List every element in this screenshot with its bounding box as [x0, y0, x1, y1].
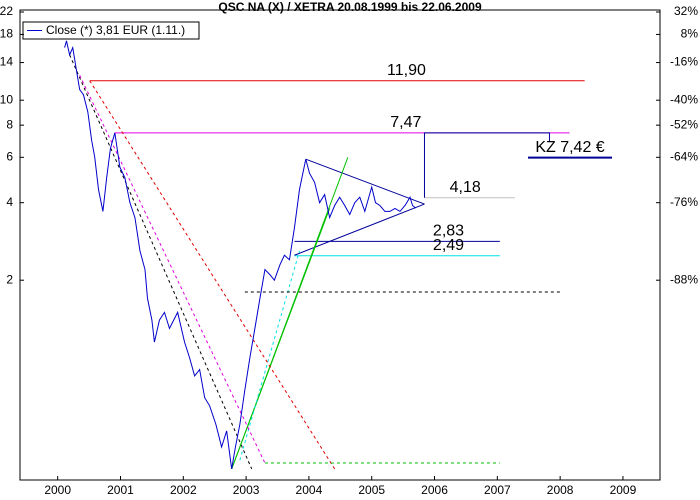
y2-tick-label: -40%	[670, 92, 698, 106]
trend-line	[305, 158, 425, 205]
y2-tick-label: 32%	[674, 4, 698, 18]
legend-label: Close (*) 3,81 EUR (1.11.)	[46, 23, 185, 37]
x-tick-label: 2001	[107, 483, 134, 497]
y-tick-label: 2	[6, 272, 13, 286]
price-line	[64, 40, 417, 470]
x-tick-label: 2000	[44, 483, 71, 497]
level-label: 11,90	[387, 62, 426, 79]
x-tick-label: 2009	[610, 483, 637, 497]
x-tick-label: 2008	[547, 483, 574, 497]
x-tick-label: 2006	[421, 483, 448, 497]
y-tick-label: 6	[6, 149, 13, 163]
y-tick-label: 14	[0, 55, 13, 69]
y-tick-label: 22	[0, 4, 13, 18]
kz-label: KZ 7,42 €	[535, 139, 604, 156]
x-tick-label: 2003	[233, 483, 260, 497]
level-label: 2,83	[433, 223, 464, 240]
level-label: 4,18	[450, 179, 481, 196]
y2-tick-label: 8%	[681, 27, 699, 41]
x-tick-label: 2007	[484, 483, 511, 497]
chart-title: QSC NA (X) / XETRA 20.08.1999 bis 22.06.…	[218, 0, 482, 14]
y-tick-label: 8	[6, 117, 13, 131]
legend-box	[22, 21, 200, 40]
x-tick-label: 2002	[170, 483, 197, 497]
y-tick-label: 4	[6, 195, 13, 209]
y-tick-label: 10	[0, 92, 13, 106]
x-tick-label: 2004	[296, 483, 323, 497]
level-label: 7,47	[390, 114, 421, 131]
trend-line	[239, 250, 300, 461]
trend-line	[89, 80, 336, 470]
trend-line	[231, 208, 331, 470]
trend-line	[294, 203, 425, 256]
trend-line	[423, 132, 550, 198]
y2-tick-label: -52%	[670, 117, 698, 131]
level-label: 2,49	[433, 237, 464, 254]
x-tick-label: 2005	[358, 483, 385, 497]
y2-tick-label: -88%	[670, 272, 698, 286]
y2-tick-label: -76%	[670, 195, 698, 209]
y2-tick-label: -16%	[670, 55, 698, 69]
y2-tick-label: -64%	[670, 149, 698, 163]
plot-frame	[19, 9, 661, 481]
y-tick-label: 18	[0, 27, 13, 41]
